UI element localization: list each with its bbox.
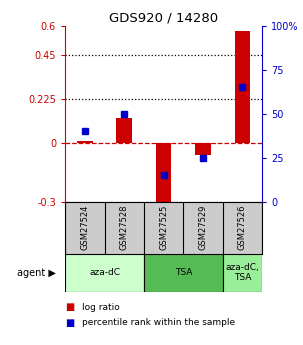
Bar (235, 31, 250, 143)
Bar (144, 254, 223, 292)
Bar (116, 118, 132, 143)
Text: GSM27526: GSM27526 (238, 204, 247, 250)
Text: aza-dC: aza-dC (89, 268, 120, 277)
Bar (156, 143, 171, 205)
Text: ■: ■ (65, 302, 75, 312)
Text: TSA: TSA (175, 268, 192, 277)
Bar (223, 254, 262, 292)
Text: ■: ■ (65, 318, 75, 327)
Text: agent ▶: agent ▶ (17, 268, 56, 277)
Text: log ratio: log ratio (82, 303, 120, 312)
Title: GDS920 / 14280: GDS920 / 14280 (109, 12, 218, 25)
Bar (65, 254, 144, 292)
Text: GSM27524: GSM27524 (80, 204, 89, 250)
Bar (77, 141, 93, 143)
Text: percentile rank within the sample: percentile rank within the sample (82, 318, 235, 327)
Text: GSM27529: GSM27529 (198, 204, 208, 250)
Text: GSM27528: GSM27528 (120, 204, 129, 250)
Text: aza-dC,
TSA: aza-dC, TSA (225, 263, 259, 282)
Text: GSM27525: GSM27525 (159, 204, 168, 250)
Bar (195, 143, 211, 155)
